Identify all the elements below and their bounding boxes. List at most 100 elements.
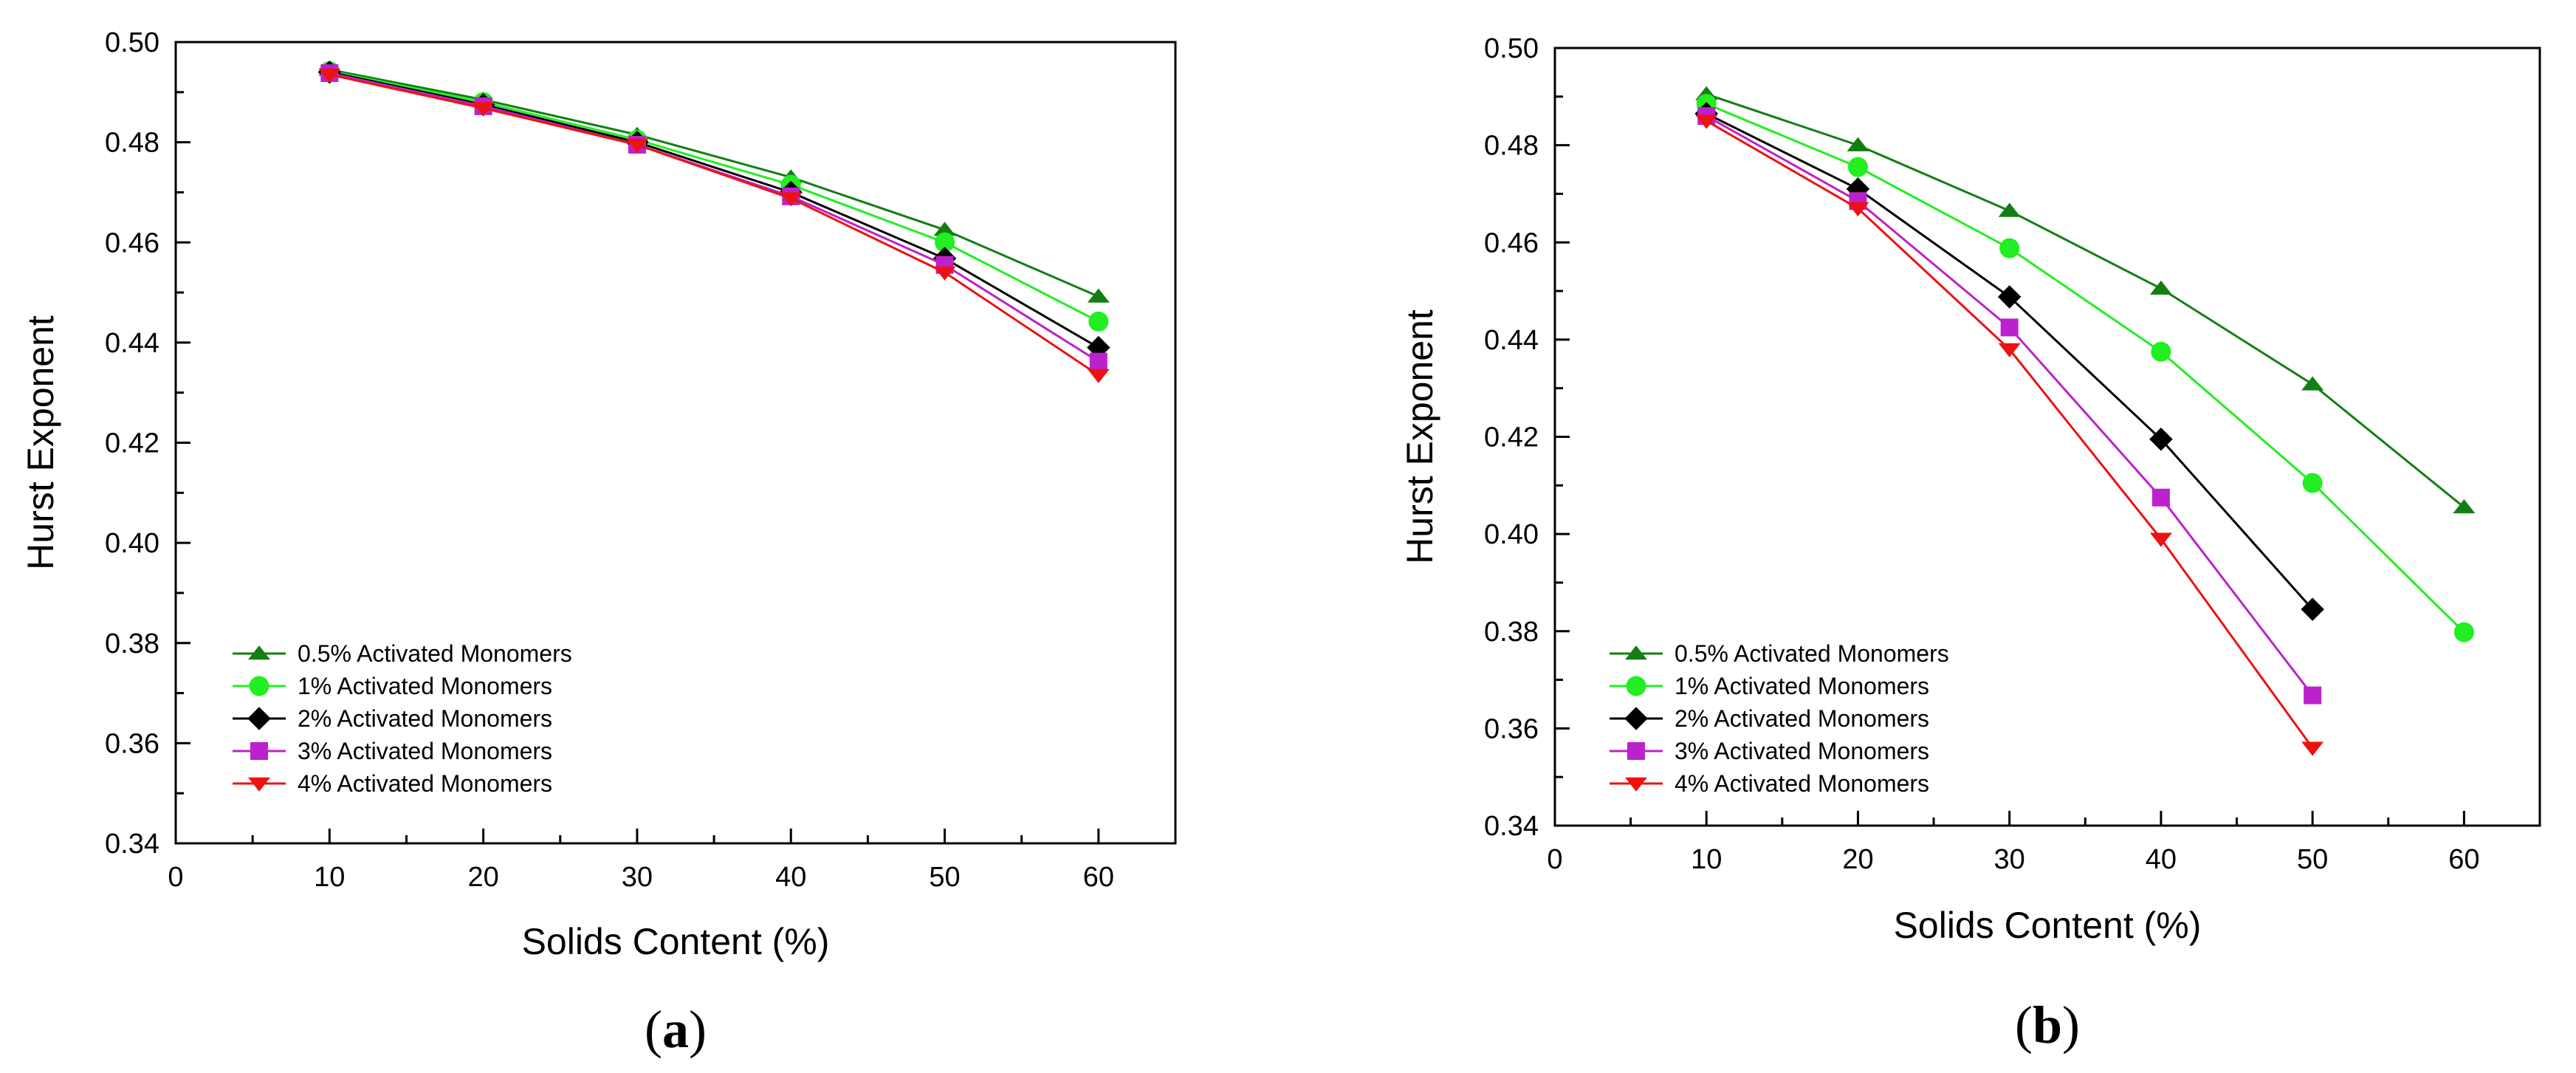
legend-label: 4% Activated Monomers	[298, 770, 552, 797]
x-tick-label: 40	[2146, 844, 2177, 875]
legend-marker	[248, 645, 270, 660]
data-point	[1847, 202, 1869, 217]
legend-marker	[248, 777, 270, 792]
legend-marker	[1625, 777, 1647, 792]
data-point	[2149, 280, 2172, 295]
series-line	[1706, 112, 2314, 611]
legend-label: 0.5% Activated Monomers	[1675, 640, 1949, 667]
y-tick-label: 0.42	[105, 428, 159, 459]
y-tick-label: 0.40	[105, 528, 159, 559]
x-tick-label: 0	[168, 862, 183, 893]
y-tick-label: 0.46	[1484, 227, 1539, 258]
y-tick-label: 0.50	[1484, 33, 1539, 64]
data-point	[2301, 597, 2324, 621]
data-point	[1695, 114, 1718, 129]
series-line	[329, 72, 1099, 363]
series-3	[317, 60, 1110, 360]
y-tick-label: 0.38	[105, 628, 159, 659]
legend-marker	[247, 707, 271, 730]
series-line	[1706, 93, 2465, 509]
x-tick-label: 20	[467, 862, 498, 893]
data-point	[1999, 238, 2020, 258]
y-tick-label: 0.40	[1484, 519, 1539, 550]
x-tick-label: 60	[2448, 844, 2479, 875]
data-point	[318, 68, 341, 83]
data-point	[1847, 157, 1868, 177]
data-point	[1088, 311, 1109, 332]
y-tick-label: 0.38	[1484, 617, 1539, 648]
legend-marker	[1626, 676, 1646, 696]
data-point	[1997, 285, 2022, 309]
data-point	[2453, 622, 2474, 642]
data-point	[2149, 428, 2173, 451]
data-point	[1089, 352, 1107, 371]
data-point	[2301, 741, 2324, 756]
legend-label: 4% Activated Monomers	[1675, 770, 1929, 797]
data-point	[2151, 488, 2170, 507]
x-tick-label: 10	[1691, 844, 1722, 875]
series-line	[329, 73, 1099, 377]
y-tick-label: 0.44	[105, 328, 159, 359]
series-4	[1697, 107, 2322, 705]
data-point	[1087, 368, 1110, 383]
data-point	[1846, 177, 1870, 201]
x-axis-title: Solids Content (%)	[1894, 905, 2202, 946]
legend: 0.5% Activated Monomers 1% Activated Mono…	[233, 640, 572, 797]
data-point	[2302, 473, 2323, 493]
x-tick-label: 40	[775, 862, 806, 893]
legend-label: 3% Activated Monomers	[298, 738, 552, 764]
legend-marker	[1624, 707, 1648, 730]
data-point	[472, 102, 495, 117]
series-line	[329, 71, 1099, 349]
x-tick-label: 60	[1083, 862, 1114, 893]
data-point	[2149, 532, 2172, 547]
y-tick-label: 0.36	[105, 728, 159, 759]
legend-label: 2% Activated Monomers	[1675, 705, 1929, 732]
legend-marker	[1625, 645, 1647, 660]
y-tick-label: 0.46	[105, 227, 159, 258]
data-point	[625, 138, 648, 153]
x-tick-label: 50	[929, 862, 960, 893]
data-point	[1847, 137, 1869, 151]
x-tick-label: 10	[314, 862, 345, 893]
data-point	[2453, 499, 2476, 514]
data-point	[1087, 288, 1110, 303]
x-tick-label: 30	[1994, 844, 2025, 875]
data-point	[1998, 202, 2021, 217]
panel-label: (b)	[2015, 995, 2080, 1055]
y-tick-label: 0.50	[105, 27, 159, 58]
series-5	[1695, 114, 2324, 756]
legend-label: 3% Activated Monomers	[1675, 738, 1929, 764]
data-point	[2151, 341, 2171, 362]
x-axis-title: Solids Content (%)	[522, 921, 830, 962]
y-tick-label: 0.42	[1484, 422, 1539, 453]
legend-marker	[1627, 742, 1645, 760]
data-point	[2301, 376, 2324, 391]
chart-panel-a: 0.34 0.36 0.38 0.40 0.42 0.44 0.46 0.48 0.50 0 10 2…	[20, 27, 1177, 1059]
series-line	[1706, 103, 2465, 634]
x-tick-label: 50	[2297, 844, 2328, 875]
legend-label: 2% Activated Monomers	[298, 705, 552, 732]
chart-panel-b: 0.34 0.36 0.38 0.40 0.42 0.44 0.46 0.48 0.50 0 10 2…	[1399, 33, 2541, 1055]
legend-marker	[250, 742, 268, 760]
panel-label: (a)	[645, 1000, 707, 1059]
x-tick-label: 30	[622, 862, 653, 893]
data-point	[933, 266, 956, 281]
series-4	[320, 64, 1107, 371]
data-point	[2000, 318, 2019, 337]
legend-marker	[249, 676, 269, 696]
data-point	[2304, 686, 2322, 705]
y-tick-label: 0.34	[105, 829, 159, 860]
y-tick-label: 0.48	[105, 128, 159, 159]
legend-label: 0.5% Activated Monomers	[298, 640, 572, 667]
x-tick-label: 20	[1842, 844, 1873, 875]
y-tick-label: 0.44	[1484, 325, 1539, 356]
y-tick-label: 0.48	[1484, 131, 1539, 162]
series-line	[329, 69, 1099, 323]
y-tick-label: 0.34	[1484, 811, 1539, 842]
series-5	[318, 68, 1110, 383]
series-3	[1694, 102, 2324, 621]
data-point	[933, 222, 956, 236]
x-tick-label: 0	[1547, 844, 1562, 875]
